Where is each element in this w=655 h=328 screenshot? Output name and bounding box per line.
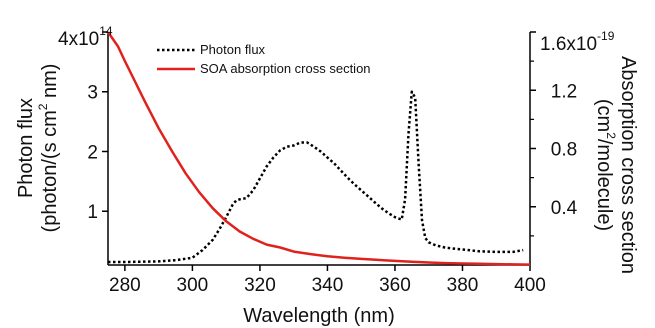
legend: Photon flux SOA absorption cross section [157, 42, 371, 76]
legend-label-soa: SOA absorption cross section [200, 61, 371, 76]
series-line-soa-absorption [106, 31, 531, 266]
y-left-tick-label: 1 [87, 202, 98, 223]
y-right-axis-title: Absorption cross section (cm2/molecule) [593, 56, 639, 274]
y-left-tick-label: 3 [87, 83, 98, 104]
x-tick-label: 360 [379, 275, 411, 296]
y-right-axis-title-line1: Absorption cross section [617, 56, 639, 274]
y-left-top-label: 4x1014 [58, 24, 113, 50]
y-left-axis-title-line2: (photon/(s cm2 nm) [36, 64, 61, 233]
y-left-axis-title: Photon flux (photon/(s cm2 nm) [15, 64, 61, 233]
y-right-top-label: 1.6x10-19 [540, 29, 615, 55]
x-tick-label: 380 [447, 275, 479, 296]
y-right-ticks-group: 0.4 0.8 1.2 [530, 31, 578, 237]
x-tick-label: 300 [177, 275, 209, 296]
y-right-tick-label: 0.8 [551, 140, 577, 161]
legend-label-photon-flux: Photon flux [200, 42, 266, 57]
series-layer [106, 31, 531, 266]
x-tick-label: 400 [514, 275, 546, 296]
y-left-axis-title-line1: Photon flux [15, 98, 37, 198]
x-tick-label: 320 [244, 275, 276, 296]
y-left-ticks-group: 1 2 3 [87, 31, 108, 223]
x-ticks-group: 280 300 320 340 360 380 400 [109, 265, 546, 296]
y-right-tick-label: 0.4 [551, 198, 578, 219]
series-line-photon-flux [108, 90, 524, 264]
x-tick-label: 280 [109, 275, 141, 296]
x-tick-label: 340 [312, 275, 344, 296]
y-right-axis-title-line2: (cm2/molecule) [593, 99, 618, 231]
y-left-tick-label: 2 [87, 142, 98, 163]
x-axis-title: Wavelength (nm) [243, 305, 395, 327]
y-right-tick-label: 1.2 [551, 81, 577, 102]
